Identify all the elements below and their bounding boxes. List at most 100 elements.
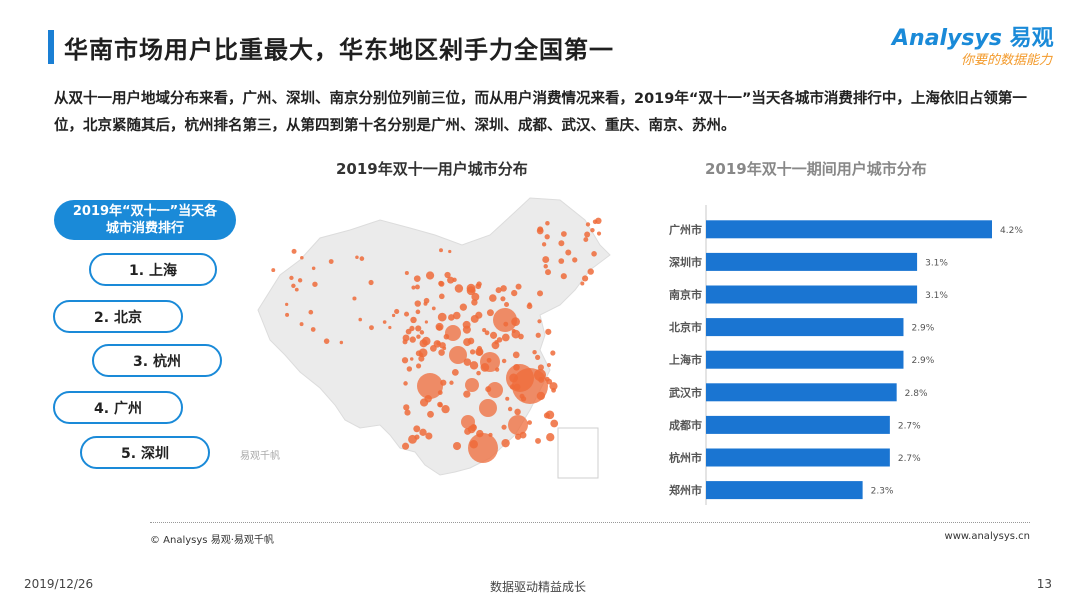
map-title: 2019年双十一用户城市分布 bbox=[336, 160, 528, 178]
bar-category-label: 上海市 bbox=[669, 353, 702, 367]
bar bbox=[706, 350, 904, 369]
city-bubble bbox=[413, 275, 421, 283]
city-bubble bbox=[423, 297, 430, 304]
city-bubble bbox=[391, 313, 396, 318]
city-bubble bbox=[404, 270, 409, 275]
city-bubble bbox=[355, 255, 359, 260]
bar-chart-title: 2019年双十一期间用户城市分布 bbox=[705, 160, 927, 178]
city-bubble bbox=[544, 234, 550, 240]
ranking-header-line2: 城市消费排行 bbox=[105, 221, 184, 236]
city-bubble bbox=[514, 433, 522, 440]
city-bubble bbox=[414, 434, 420, 440]
city-bubble bbox=[323, 338, 330, 344]
city-bubble bbox=[541, 242, 547, 247]
city-bubble bbox=[431, 306, 436, 311]
city-bubble bbox=[572, 257, 578, 263]
city-bubble bbox=[558, 240, 565, 247]
city-bubble bbox=[403, 381, 408, 386]
city-bubble bbox=[382, 320, 387, 324]
city-bubble bbox=[537, 319, 542, 324]
map-watermark: 易观千帆 bbox=[240, 449, 280, 462]
page-title: 华南市场用户比重最大，华东地区剁手力全国第一 bbox=[64, 36, 614, 64]
city-bubble bbox=[463, 338, 472, 347]
city-bubble bbox=[419, 330, 425, 335]
city-bubble bbox=[482, 328, 487, 333]
footer-slogan: 数据驱动精益成长 bbox=[490, 580, 587, 594]
city-bubble bbox=[558, 258, 565, 264]
city-bubble bbox=[536, 227, 544, 235]
city-bubble bbox=[439, 248, 443, 253]
city-bubble bbox=[312, 281, 318, 287]
city-bubble bbox=[537, 290, 544, 297]
report-date: 2019/12/26 bbox=[24, 577, 94, 591]
bar-category-label: 武汉市 bbox=[669, 385, 702, 399]
city-bubble bbox=[596, 231, 602, 236]
city-bubble bbox=[438, 293, 445, 300]
city-bubble bbox=[463, 358, 472, 366]
ranking-header: 2019年“双十一”当天各 城市消费排行 bbox=[54, 200, 236, 240]
city-bubble bbox=[463, 390, 471, 398]
bar-value-label: 2.9% bbox=[911, 356, 934, 366]
bar bbox=[706, 415, 890, 434]
city-bubble bbox=[419, 398, 429, 407]
city-bubble bbox=[505, 396, 510, 401]
city-bubble bbox=[409, 357, 414, 361]
city-bubble bbox=[466, 283, 476, 293]
city-bubble bbox=[339, 340, 344, 345]
city-bubble bbox=[489, 294, 497, 302]
city-bubble bbox=[425, 432, 433, 440]
title-accent-bar bbox=[48, 30, 54, 64]
bar bbox=[706, 481, 863, 500]
city-bubble bbox=[424, 320, 428, 324]
city-bubble bbox=[471, 292, 480, 301]
city-bubble bbox=[471, 299, 478, 306]
city-bubble bbox=[546, 433, 555, 442]
city-bubble bbox=[535, 354, 541, 360]
city-bubble bbox=[442, 346, 447, 351]
bar bbox=[706, 383, 897, 402]
city-bubble bbox=[543, 264, 548, 269]
city-bubble bbox=[285, 312, 290, 317]
city-bubble bbox=[444, 271, 451, 279]
bar bbox=[706, 285, 918, 304]
city-bubble bbox=[409, 336, 416, 343]
city-bubble bbox=[415, 309, 421, 315]
city-bubble bbox=[489, 331, 498, 339]
city-bubble bbox=[409, 325, 415, 332]
city-bubble bbox=[475, 283, 482, 290]
city-bubble bbox=[394, 308, 400, 315]
city-bubble bbox=[289, 275, 294, 281]
city-bubble bbox=[591, 251, 597, 257]
city-bubble bbox=[414, 300, 421, 307]
city-bubble bbox=[401, 357, 409, 364]
city-bubble bbox=[414, 284, 420, 290]
logo-slogan: 你要的数据能力 bbox=[960, 53, 1052, 68]
map-bubbles bbox=[271, 217, 602, 463]
city-bubble bbox=[404, 311, 410, 317]
city-bubble bbox=[461, 415, 475, 429]
city-bubble bbox=[532, 349, 537, 355]
bar-value-label: 2.9% bbox=[911, 324, 934, 334]
city-bubble bbox=[437, 401, 443, 408]
city-bubble bbox=[436, 341, 441, 346]
city-bubble bbox=[535, 332, 541, 338]
city-bubble bbox=[418, 355, 425, 362]
city-bubble bbox=[500, 296, 506, 302]
bar-category-label: 杭州市 bbox=[669, 451, 702, 465]
website-text: www.analysys.cn bbox=[944, 531, 1030, 542]
city-bubble bbox=[484, 330, 490, 336]
bar-category-label: 深圳市 bbox=[669, 255, 702, 269]
city-bubble bbox=[436, 324, 443, 331]
city-bubble bbox=[504, 302, 510, 308]
city-bubble bbox=[403, 404, 410, 411]
city-bubble bbox=[449, 380, 454, 385]
city-bubble bbox=[496, 337, 503, 343]
city-bubble bbox=[438, 349, 445, 356]
city-bubble bbox=[508, 415, 528, 435]
south-china-sea-inset bbox=[557, 427, 599, 479]
city-bubble bbox=[479, 399, 497, 417]
city-bubble bbox=[452, 277, 457, 282]
bar-value-label: 2.7% bbox=[898, 454, 921, 464]
city-bubble bbox=[501, 333, 510, 342]
rank-item-3: 3. 杭州 bbox=[92, 344, 222, 377]
